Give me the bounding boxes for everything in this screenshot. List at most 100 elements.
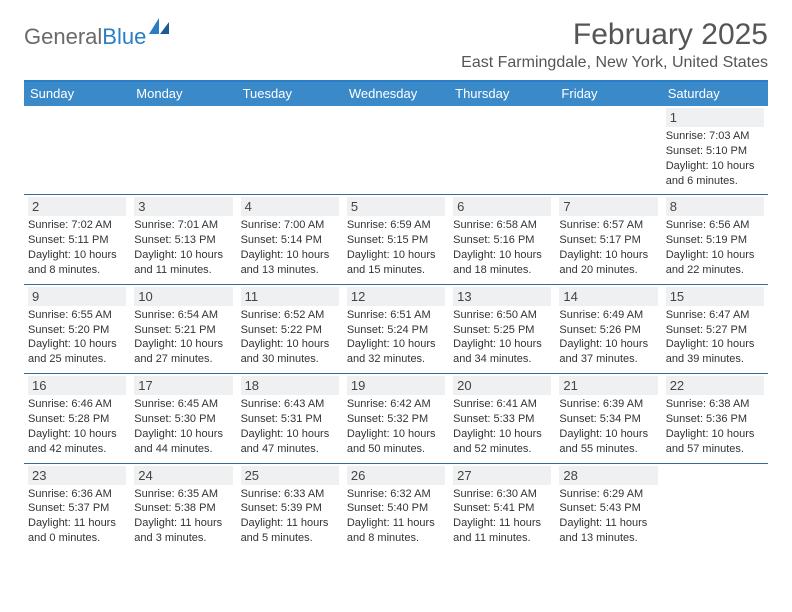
day-cell: 9Sunrise: 6:55 AMSunset: 5:20 PMDaylight…	[24, 285, 130, 373]
day-number: 13	[453, 287, 551, 306]
day-cell: 17Sunrise: 6:45 AMSunset: 5:30 PMDayligh…	[130, 374, 236, 462]
day-number: 22	[666, 376, 764, 395]
sunrise-text: Sunrise: 6:30 AM	[453, 487, 551, 502]
day-cell: 24Sunrise: 6:35 AMSunset: 5:38 PMDayligh…	[130, 464, 236, 552]
day-cell: 3 Sunrise: 7:01 AMSunset: 5:13 PMDaylight…	[130, 195, 236, 283]
day-cell: 28 Sunrise: 6:29 AMSunset: 5:43 PMDayligh…	[555, 464, 661, 552]
day-info: Sunrise: 6:57 AMSunset: 5:17 PMDaylight:…	[559, 218, 657, 277]
day-cell	[130, 106, 236, 194]
day-number: 12	[347, 287, 445, 306]
day-cell	[555, 106, 661, 194]
sunset-text: Sunset: 5:15 PM	[347, 233, 445, 248]
day-cell: 13 Sunrise: 6:50 AMSunset: 5:25 PMDayligh…	[449, 285, 555, 373]
sunset-text: Sunset: 5:34 PM	[559, 412, 657, 427]
week-row: 9Sunrise: 6:55 AMSunset: 5:20 PMDaylight…	[24, 285, 768, 374]
day-cell: 18 Sunrise: 6:43 AMSunset: 5:31 PMDayligh…	[237, 374, 343, 462]
sunset-text: Sunset: 5:40 PM	[347, 501, 445, 516]
brand-logo: GeneralBlue	[24, 24, 171, 50]
week-row: 23 Sunrise: 6:36 AMSunset: 5:37 PM Dayligh…	[24, 464, 768, 552]
daylight-text: Daylight: 11 hours and 8 minutes.	[347, 516, 445, 546]
sunset-text: Sunset: 5:37 PM	[28, 501, 126, 516]
day-cell: 26Sunrise: 6:32 AMSunset: 5:40 PMDayligh…	[343, 464, 449, 552]
day-number: 18	[241, 376, 339, 395]
day-info: Sunrise: 7:00 AMSunset: 5:14 PMDaylight:…	[241, 218, 339, 277]
day-number: 25	[241, 466, 339, 485]
day-number: 16	[28, 376, 126, 395]
day-number: 19	[347, 376, 445, 395]
sunset-text: Sunset: 5:22 PM	[241, 323, 339, 338]
day-number: 5	[347, 197, 445, 216]
daylight-text: Daylight: 10 hours and 42 minutes.	[28, 427, 126, 457]
daylight-text: Daylight: 11 hours and 3 minutes.	[134, 516, 232, 546]
page-title: February 2025	[461, 18, 768, 52]
sunrise-text: Sunrise: 6:41 AM	[453, 397, 551, 412]
day-number: 28	[559, 466, 657, 485]
sunrise-text: Sunrise: 7:00 AM	[241, 218, 339, 233]
day-info: Sunrise: 6:41 AMSunset: 5:33 PMDaylight:…	[453, 397, 551, 456]
sunrise-text: Sunrise: 6:54 AM	[134, 308, 232, 323]
day-number: 6	[453, 197, 551, 216]
day-number: 3	[134, 197, 232, 216]
day-info: Sunrise: 6:56 AMSunset: 5:19 PMDaylight:…	[666, 218, 764, 277]
day-cell: 11Sunrise: 6:52 AMSunset: 5:22 PMDayligh…	[237, 285, 343, 373]
day-info: Sunrise: 6:45 AMSunset: 5:30 PMDaylight:…	[134, 397, 232, 456]
day-info: Sunrise: 6:54 AMSunset: 5:21 PMDaylight:…	[134, 308, 232, 367]
sunrise-text: Sunrise: 6:52 AM	[241, 308, 339, 323]
sunset-text: Sunset: 5:11 PM	[28, 233, 126, 248]
day-info: Sunrise: 6:39 AMSunset: 5:34 PMDaylight:…	[559, 397, 657, 456]
header: GeneralBlue February 2025 East Farmingda…	[24, 18, 768, 72]
sunset-text: Sunset: 5:21 PM	[134, 323, 232, 338]
day-cell: 23Sunrise: 6:36 AMSunset: 5:37 PMDayligh…	[24, 464, 130, 552]
day-cell: 10Sunrise: 6:54 AMSunset: 5:21 PMDayligh…	[130, 285, 236, 373]
daylight-text: Daylight: 10 hours and 18 minutes.	[453, 248, 551, 278]
weekday-header: Saturday	[662, 82, 768, 106]
day-info: Sunrise: 6:50 AMSunset: 5:25 PMDaylight:…	[453, 308, 551, 367]
daylight-text: Daylight: 10 hours and 15 minutes.	[347, 248, 445, 278]
weekday-header: Monday	[130, 82, 236, 106]
day-cell: 4 Sunrise: 7:00 AMSunset: 5:14 PMDaylight…	[237, 195, 343, 283]
day-info: Sunrise: 6:35 AMSunset: 5:38 PMDaylight:…	[134, 487, 232, 546]
week-row: 2Sunrise: 7:02 AMSunset: 5:11 PMDaylight…	[24, 195, 768, 284]
day-info: Sunrise: 6:29 AMSunset: 5:43 PMDaylight:…	[559, 487, 657, 546]
daylight-text: Daylight: 11 hours and 5 minutes.	[241, 516, 339, 546]
sunset-text: Sunset: 5:19 PM	[666, 233, 764, 248]
day-number: 27	[453, 466, 551, 485]
day-number: 21	[559, 376, 657, 395]
day-number: 4	[241, 197, 339, 216]
sunrise-text: Sunrise: 6:38 AM	[666, 397, 764, 412]
calendar-grid: 1Sunrise: 7:03 AMSunset: 5:10 PMDaylight…	[24, 106, 768, 552]
day-number: 9	[28, 287, 126, 306]
sunrise-text: Sunrise: 6:50 AM	[453, 308, 551, 323]
day-info: Sunrise: 6:51 AMSunset: 5:24 PMDaylight:…	[347, 308, 445, 367]
location-text: East Farmingdale, New York, United State…	[461, 54, 768, 72]
day-cell: 21 Sunrise: 6:39 AMSunset: 5:34 PMDayligh…	[555, 374, 661, 462]
sunrise-text: Sunrise: 7:01 AM	[134, 218, 232, 233]
daylight-text: Daylight: 10 hours and 13 minutes.	[241, 248, 339, 278]
sunrise-text: Sunrise: 6:36 AM	[28, 487, 126, 502]
sunrise-text: Sunrise: 6:32 AM	[347, 487, 445, 502]
day-info: Sunrise: 6:47 AMSunset: 5:27 PMDaylight:…	[666, 308, 764, 367]
sunset-text: Sunset: 5:14 PM	[241, 233, 339, 248]
week-row: 1Sunrise: 7:03 AMSunset: 5:10 PMDaylight…	[24, 106, 768, 195]
daylight-text: Daylight: 11 hours and 11 minutes.	[453, 516, 551, 546]
day-info: Sunrise: 6:33 AMSunset: 5:39 PMDaylight:…	[241, 487, 339, 546]
day-info: Sunrise: 7:01 AMSunset: 5:13 PMDaylight:…	[134, 218, 232, 277]
day-cell	[662, 464, 768, 552]
sunrise-text: Sunrise: 6:59 AM	[347, 218, 445, 233]
daylight-text: Daylight: 10 hours and 11 minutes.	[134, 248, 232, 278]
sunset-text: Sunset: 5:36 PM	[666, 412, 764, 427]
sunrise-text: Sunrise: 6:56 AM	[666, 218, 764, 233]
day-number: 23	[28, 466, 126, 485]
day-info: Sunrise: 6:43 AMSunset: 5:31 PMDaylight:…	[241, 397, 339, 456]
sunrise-text: Sunrise: 6:58 AM	[453, 218, 551, 233]
day-number: 7	[559, 197, 657, 216]
day-info: Sunrise: 6:46 AMSunset: 5:28 PMDaylight:…	[28, 397, 126, 456]
sunset-text: Sunset: 5:31 PM	[241, 412, 339, 427]
day-cell: 6Sunrise: 6:58 AMSunset: 5:16 PMDaylight…	[449, 195, 555, 283]
day-cell: 25 Sunrise: 6:33 AMSunset: 5:39 PMDayligh…	[237, 464, 343, 552]
sunrise-text: Sunrise: 6:47 AM	[666, 308, 764, 323]
sunset-text: Sunset: 5:43 PM	[559, 501, 657, 516]
day-number: 20	[453, 376, 551, 395]
weekday-header: Wednesday	[343, 82, 449, 106]
sunset-text: Sunset: 5:41 PM	[453, 501, 551, 516]
